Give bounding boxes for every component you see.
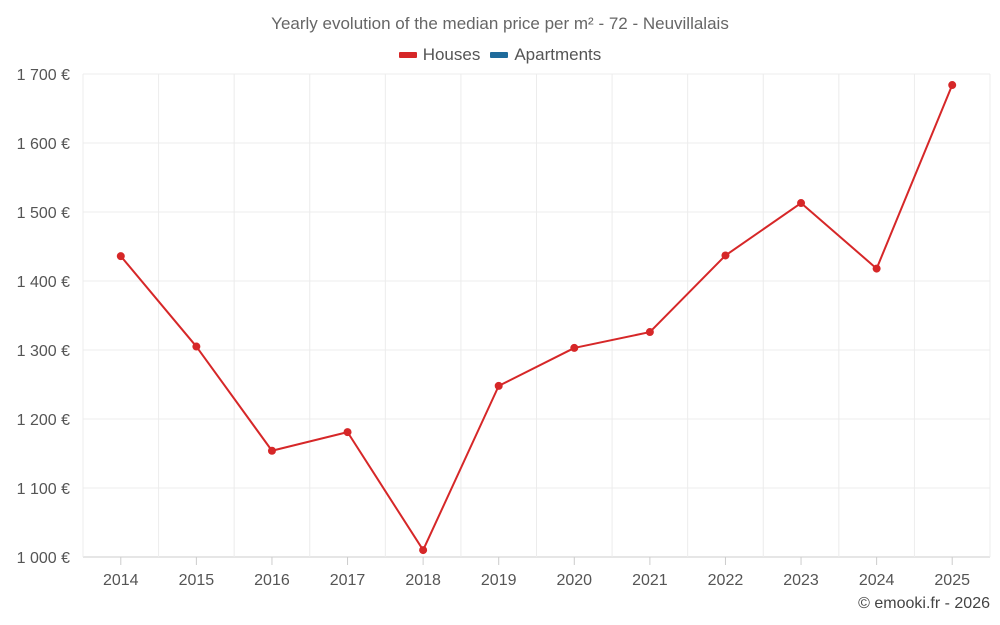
legend-swatch-houses	[398, 52, 417, 58]
legend: Houses Apartments	[0, 45, 1000, 65]
x-tick-label: 2022	[708, 572, 744, 589]
x-tick-label: 2016	[254, 572, 290, 589]
data-point	[872, 264, 881, 273]
chart-title: Yearly evolution of the median price per…	[271, 14, 729, 33]
x-tick-label: 2018	[405, 572, 441, 589]
y-tick-label: 1 600 €	[17, 136, 70, 153]
legend-swatch-apartments	[490, 52, 509, 58]
x-tick-label: 2017	[330, 572, 366, 589]
data-point	[948, 81, 957, 90]
x-tick-label: 2019	[481, 572, 517, 589]
credit-text: © emooki.fr - 2026	[858, 595, 990, 612]
data-point	[116, 252, 125, 261]
y-tick-label: 1 500 €	[17, 205, 70, 222]
y-tick-label: 1 000 €	[17, 550, 70, 567]
legend-label-houses: Houses	[422, 45, 481, 64]
data-point	[721, 251, 730, 260]
x-tick-label: 2015	[179, 572, 215, 589]
legend-item-houses[interactable]: Houses	[398, 45, 481, 65]
data-point	[570, 343, 579, 352]
y-tick-label: 1 700 €	[17, 67, 70, 84]
data-point	[419, 546, 428, 555]
legend-label-apartments: Apartments	[514, 45, 602, 64]
x-tick-label: 2023	[783, 572, 819, 589]
data-point	[494, 381, 503, 390]
y-tick-label: 1 400 €	[17, 274, 70, 291]
x-tick-label: 2021	[632, 572, 668, 589]
x-tick-label: 2025	[934, 572, 970, 589]
y-tick-label: 1 100 €	[17, 481, 70, 498]
data-point	[797, 199, 806, 208]
data-point	[645, 328, 654, 337]
x-tick-label: 2014	[103, 572, 139, 589]
y-tick-label: 1 200 €	[17, 412, 70, 429]
legend-item-apartments[interactable]: Apartments	[490, 45, 601, 65]
series-line-houses	[120, 84, 954, 552]
data-point	[267, 446, 276, 455]
x-tick-label: 2020	[556, 572, 592, 589]
x-tick-label: 2024	[859, 572, 895, 589]
data-point	[192, 342, 201, 351]
data-point	[343, 428, 352, 437]
y-tick-label: 1 300 €	[17, 343, 70, 360]
